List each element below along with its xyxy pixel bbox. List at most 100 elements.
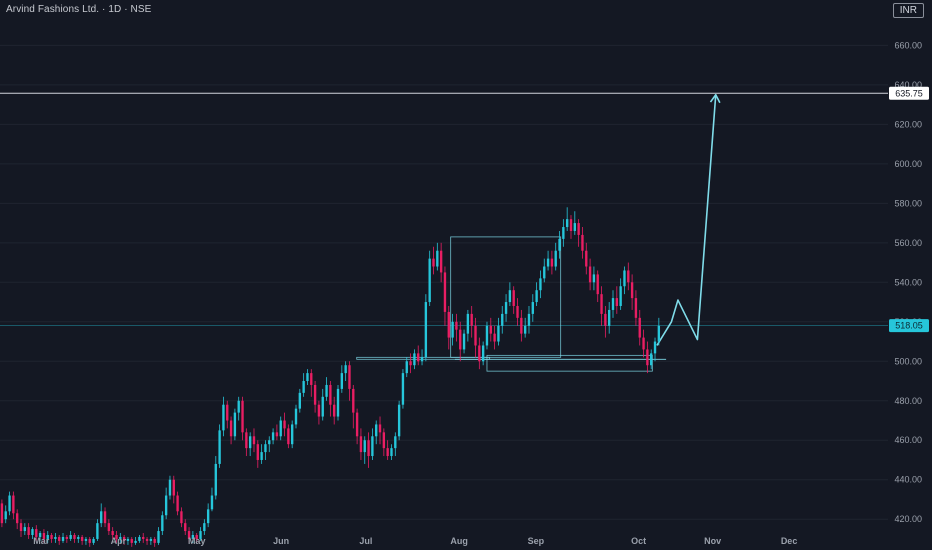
candle-body: [245, 432, 248, 449]
x-tick-label: Apr: [111, 536, 127, 546]
candle-body: [65, 536, 69, 539]
candle-body: [226, 404, 229, 421]
candle-body: [31, 529, 34, 535]
candle-body: [355, 412, 359, 437]
candle-body: [310, 373, 313, 385]
candle-body: [413, 353, 416, 366]
candle-body: [485, 325, 489, 346]
candle-body: [4, 511, 7, 520]
candle-body: [248, 436, 252, 449]
candle-body: [386, 448, 389, 457]
candle-body: [210, 495, 214, 510]
candle-body: [195, 535, 198, 539]
candle-body: [203, 523, 206, 532]
candle-body: [569, 219, 573, 231]
candle-body: [565, 219, 569, 228]
candle-body: [187, 531, 191, 539]
candle-body: [585, 250, 588, 267]
candle-body: [237, 400, 240, 413]
candle-body: [523, 325, 527, 334]
candle-body: [107, 523, 111, 532]
candle-body: [604, 313, 607, 326]
candle-body: [600, 294, 603, 314]
candle-body: [161, 515, 164, 532]
candle-body: [348, 365, 351, 389]
candle-body: [287, 428, 290, 445]
candle-body: [535, 290, 538, 303]
candle-body: [241, 400, 244, 433]
current-price-tag: 518.05: [895, 321, 923, 331]
candle-body: [313, 384, 317, 405]
candle-body: [642, 337, 645, 350]
candle-body: [443, 272, 447, 312]
candle-body: [321, 396, 324, 417]
candle-body: [554, 250, 557, 267]
candle-body: [256, 444, 259, 460]
candle-body: [634, 298, 638, 318]
x-tick-label: Nov: [704, 536, 721, 546]
y-tick-label: 640.00: [894, 80, 922, 90]
candle-body: [46, 535, 49, 539]
candle-body: [38, 533, 42, 537]
candle-body: [336, 388, 340, 417]
current-price-tag-bg: [889, 319, 929, 333]
candle-body: [608, 309, 611, 326]
projection-path: [656, 94, 717, 346]
candle-body: [424, 302, 428, 358]
projection-arrowhead: [709, 93, 721, 104]
candle-body: [54, 536, 57, 539]
candle-body: [520, 317, 523, 334]
candle-body: [650, 353, 653, 366]
candle-body: [126, 538, 130, 541]
grid: [0, 44, 888, 520]
candle-body: [199, 531, 202, 539]
y-tick-label: 660.00: [894, 40, 922, 50]
candle-body: [378, 424, 382, 433]
candle-body: [0, 503, 4, 524]
candle-body: [77, 536, 80, 539]
x-tick-label: May: [188, 536, 206, 546]
candle-body: [375, 424, 378, 437]
candle-body: [623, 270, 626, 287]
candle-body: [279, 420, 282, 437]
chart-title: Arvind Fashions Ltd. · 1D · NSE: [6, 4, 152, 15]
candle-body: [546, 258, 550, 267]
candle-body: [184, 523, 187, 532]
candle-body: [508, 290, 512, 303]
candle-body: [596, 274, 599, 295]
candle-body: [23, 527, 27, 532]
candle-body: [481, 345, 485, 362]
axes: 660.00 640.00 620.00 600.00 580.00 560.00 540.…: [33, 40, 922, 546]
candle-body: [168, 479, 172, 496]
candle-body: [527, 313, 531, 326]
candle-body: [191, 535, 195, 539]
candle-body: [397, 404, 401, 437]
candle-body: [592, 274, 596, 283]
candle-body: [69, 535, 72, 539]
y-tick-label: 500.00: [894, 356, 922, 366]
candle-body: [172, 479, 175, 496]
candle-body: [455, 321, 458, 330]
candle-body: [501, 313, 504, 326]
candle-body: [417, 353, 420, 362]
x-tick-label: Aug: [450, 536, 468, 546]
candle-body: [35, 529, 38, 537]
candle-body: [367, 440, 370, 457]
candle-body: [581, 234, 584, 251]
candle-body: [390, 448, 393, 457]
y-tick-label: 620.00: [894, 119, 922, 129]
candle-body: [142, 536, 145, 539]
candle-body: [409, 361, 412, 366]
candle-body: [27, 527, 30, 535]
currency-button[interactable]: INR: [892, 3, 924, 18]
candle-body: [558, 238, 561, 251]
candle-body: [96, 523, 99, 539]
x-tick-label: Dec: [781, 536, 798, 546]
candle-body: [611, 298, 615, 310]
candle-body: [382, 432, 386, 449]
candle-body: [176, 495, 179, 512]
candle-body: [306, 373, 309, 382]
candle-body: [512, 290, 515, 306]
candle-body: [80, 536, 84, 541]
